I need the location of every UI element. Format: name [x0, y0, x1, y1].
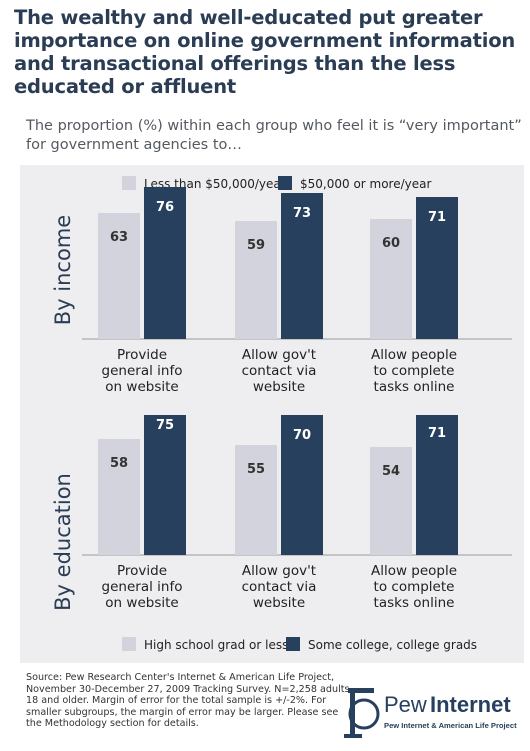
bar-chart2-cat1-series1	[98, 439, 140, 555]
data-label-chart1-cat3-series1: 60	[382, 236, 400, 251]
category-label-chart1-3: Allow people to complete tasks online	[371, 347, 457, 395]
bar-chart1-cat3-series1	[370, 219, 412, 339]
data-label-chart2-cat2-series1: 55	[247, 462, 265, 477]
legend-label-2: $50,000 or more/year	[300, 177, 431, 191]
category-label-chart1-2: Allow gov't contact via website	[242, 347, 317, 395]
data-label-chart2-cat1-series2: 75	[156, 418, 174, 433]
income-chart-panel: Less than $50,000/year $50,000 or more/ye…	[20, 165, 524, 420]
logo-brand-a: Pew	[384, 692, 427, 717]
data-label-chart1-cat3-series2: 71	[428, 210, 446, 225]
chart-1-row-label: By income	[51, 215, 75, 325]
category-label-chart2-1: Provide general info on website	[102, 563, 183, 611]
bar-chart1-cat3-series2	[416, 197, 458, 339]
data-label-chart2-cat3-series1: 54	[382, 464, 400, 479]
bar-chart2-cat3-series2	[416, 415, 458, 555]
pew-internet-logo: Pew Internet Pew Internet & American Lif…	[344, 688, 517, 738]
data-label-chart2-cat1-series1: 58	[110, 456, 128, 471]
chart-title: The wealthy and well-educated put greate…	[14, 6, 516, 98]
chart-2-row-label: By education	[51, 473, 75, 611]
education-legend: High school grad or less Some college, co…	[122, 637, 477, 652]
source-note: Source: Pew Research Center's Internet &…	[26, 672, 350, 729]
legend-label-2: Some college, college grads	[308, 638, 477, 652]
category-label-chart2-2: Allow gov't contact via website	[242, 563, 317, 611]
logo-mark-icon	[344, 688, 380, 738]
legend-swatch-2	[286, 637, 300, 651]
data-label-chart1-cat2-series1: 59	[247, 238, 265, 253]
bar-chart2-cat2-series1	[235, 445, 277, 555]
legend-label-1: High school grad or less	[144, 638, 288, 652]
legend-swatch-2	[278, 176, 292, 190]
bar-chart1-cat2-series1	[235, 221, 277, 339]
income-bar-chart: Less than $50,000/year $50,000 or more/ye…	[51, 176, 512, 395]
chart-subtitle: The proportion (%) within each group who…	[26, 118, 522, 153]
category-label-chart2-3: Allow people to complete tasks online	[371, 563, 457, 611]
legend-swatch-1	[122, 176, 136, 190]
category-label-chart1-1: Provide general info on website	[102, 347, 183, 395]
logo-brand-b: Internet	[430, 692, 511, 717]
bar-chart1-cat1-series1	[98, 213, 140, 339]
data-label-chart1-cat1-series1: 63	[110, 230, 128, 245]
logo-tagline: Pew Internet & American Life Project	[384, 721, 517, 730]
bar-chart2-cat1-series2	[144, 415, 186, 555]
education-chart-panel: By education 58 75 Provide general info on we…	[20, 415, 524, 623]
bar-chart2-cat2-series2	[281, 415, 323, 555]
bar-chart1-cat2-series2	[281, 193, 323, 339]
data-label-chart1-cat1-series2: 76	[156, 200, 174, 215]
bar-chart1-cat1-series2	[144, 187, 186, 339]
data-label-chart2-cat3-series2: 71	[428, 426, 446, 441]
education-legend-panel: High school grad or less Some college, co…	[20, 623, 524, 663]
legend-swatch-1	[122, 637, 136, 651]
data-label-chart1-cat2-series2: 73	[293, 206, 311, 221]
data-label-chart2-cat2-series2: 70	[293, 428, 311, 443]
education-bar-chart: By education 58 75 Provide general info on we…	[51, 415, 512, 611]
bar-chart2-cat3-series1	[370, 447, 412, 555]
